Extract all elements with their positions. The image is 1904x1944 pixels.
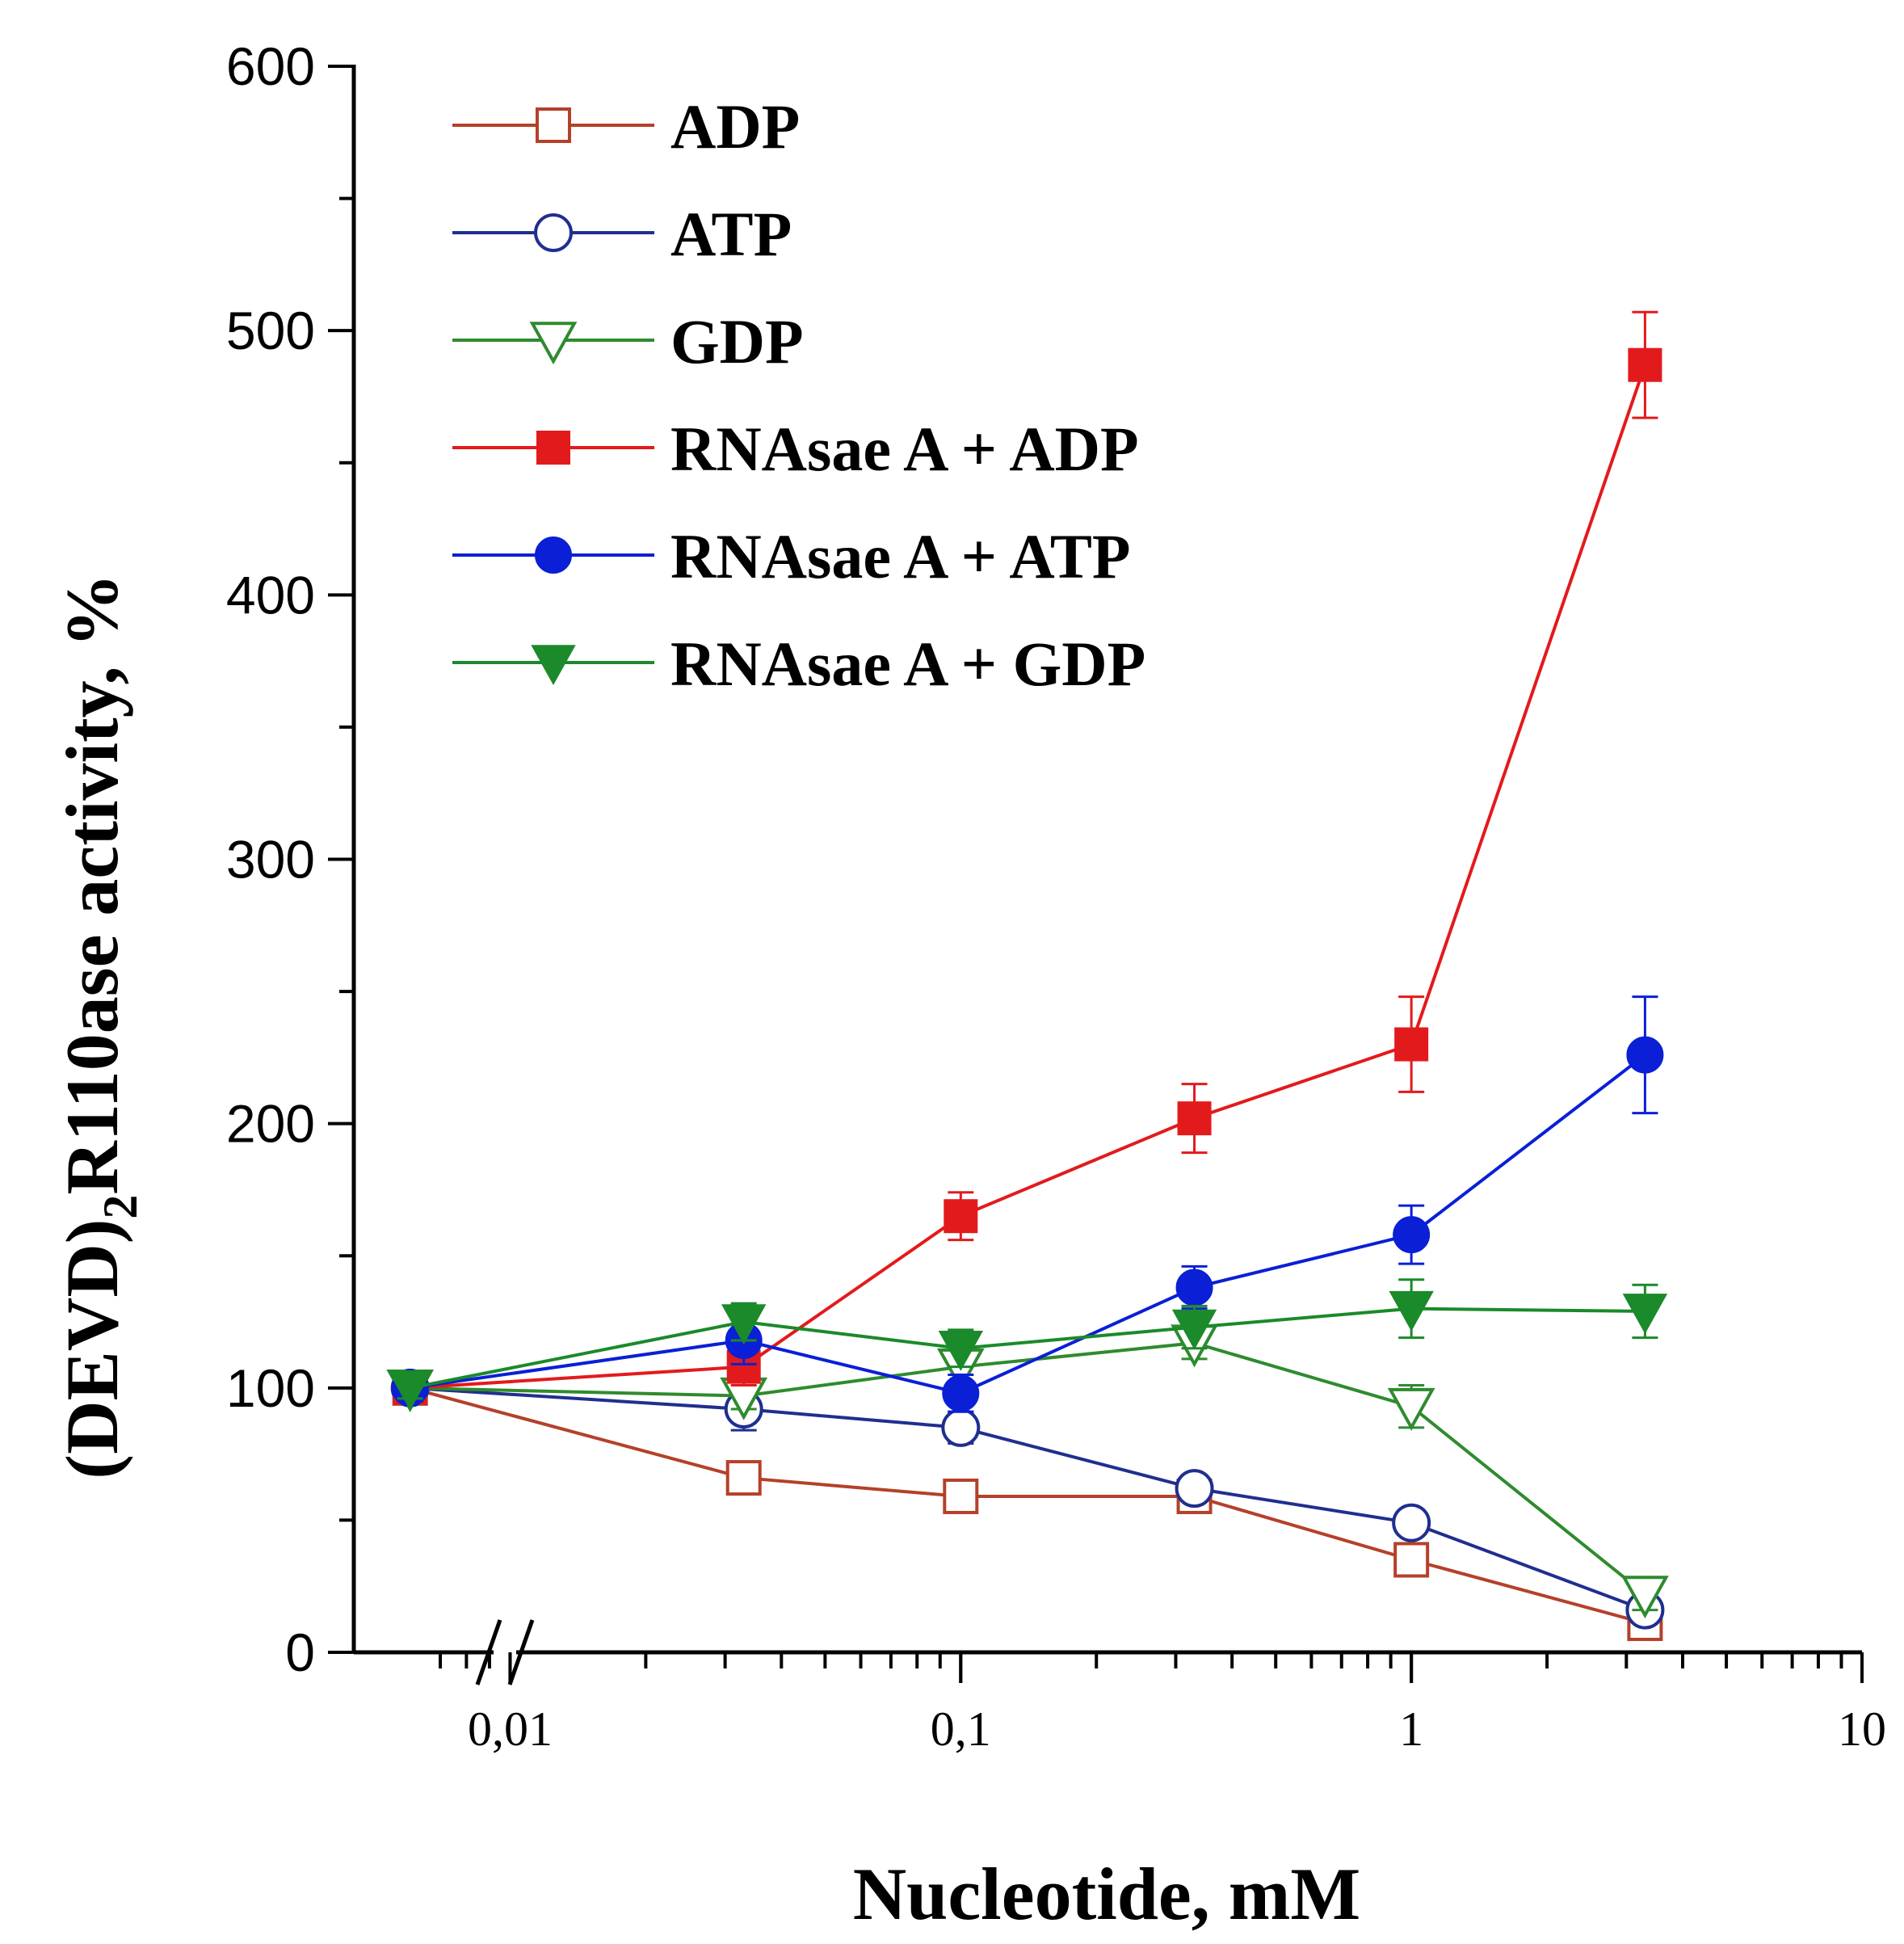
data-point [725, 1460, 762, 1496]
y-tick-label: 600 [226, 36, 315, 96]
data-point [1171, 1309, 1217, 1350]
y-tick-label: 100 [226, 1358, 315, 1418]
y-tick-label: 0 [285, 1622, 315, 1682]
x-axis-break-mark [507, 1619, 535, 1685]
legend-item: ATP [452, 199, 792, 269]
data-point [941, 1408, 981, 1447]
data-point [1621, 1576, 1669, 1619]
legend-item: GDP [452, 306, 804, 377]
axes: 0 100 200 300 400 500 600 0,01 0,1 1 10 [226, 36, 1886, 1756]
series-line [410, 1386, 1646, 1612]
legend-marker [534, 213, 573, 252]
legend-item: RNAsae A + ATP [452, 521, 1131, 591]
data-point [1622, 1294, 1668, 1335]
data-point [721, 1304, 767, 1345]
data-point [1392, 1503, 1431, 1542]
x-axis-title: Nucleotide, mM [853, 1853, 1361, 1935]
legend-item: RNAsae A + GDP [452, 629, 1145, 699]
data-series [386, 310, 1669, 1642]
series-line [410, 1341, 1646, 1596]
legend-label: ADP [670, 91, 800, 162]
data-point [1177, 1101, 1212, 1136]
series-rnasae-a-atp [391, 995, 1664, 1413]
legend-item: ADP [452, 91, 800, 162]
y-axis-title: (DEVD)2R110ase activity, % [51, 573, 147, 1479]
series-line [410, 1054, 1646, 1395]
data-point [1628, 347, 1662, 382]
data-point [1626, 1036, 1664, 1074]
data-point [944, 1199, 978, 1234]
x-tick-label: 10 [1838, 1702, 1886, 1756]
data-point [1393, 1542, 1430, 1578]
data-point [942, 1374, 980, 1412]
legend-label: GDP [670, 306, 804, 377]
data-point [1175, 1269, 1213, 1307]
data-point [1175, 1469, 1214, 1508]
series-adp [392, 1370, 1663, 1642]
x-tick-label: 1 [1399, 1702, 1423, 1756]
series-atp [390, 1368, 1665, 1630]
series-line [410, 1307, 1646, 1390]
x-tick-label: 0,01 [468, 1702, 553, 1756]
data-point [943, 1478, 979, 1514]
legend-item: RNAsae A + ADP [452, 414, 1139, 484]
data-point [1394, 1027, 1429, 1062]
series-rnasae-a-gdp [387, 1278, 1668, 1411]
series-line [410, 364, 1647, 1390]
series-line [410, 1386, 1646, 1625]
legend-marker [535, 536, 572, 574]
data-point [1393, 1216, 1431, 1254]
data-point [1389, 1290, 1434, 1332]
series-gdp [386, 1324, 1669, 1619]
legend-marker [531, 645, 576, 686]
legend-marker [536, 107, 571, 143]
y-tick-label: 400 [226, 565, 315, 625]
data-point [938, 1330, 984, 1371]
legend-marker [529, 322, 578, 365]
x-tick-label: 0,1 [931, 1702, 991, 1756]
legend-label: ATP [670, 199, 792, 269]
legend-label: RNAsae A + ATP [670, 521, 1131, 591]
legend-label: RNAsae A + GDP [670, 629, 1145, 699]
legend-label: RNAsae A + ADP [670, 414, 1139, 484]
legend-marker [536, 431, 570, 465]
data-point [387, 1370, 433, 1411]
legend: ADP ATP GDP RNAsae A + ADP RNAsae A + ATP RNA… [452, 91, 1145, 699]
y-tick-label: 500 [226, 301, 315, 360]
y-tick-label: 200 [226, 1094, 315, 1154]
y-tick-label: 300 [226, 830, 315, 890]
data-point [1387, 1387, 1435, 1431]
